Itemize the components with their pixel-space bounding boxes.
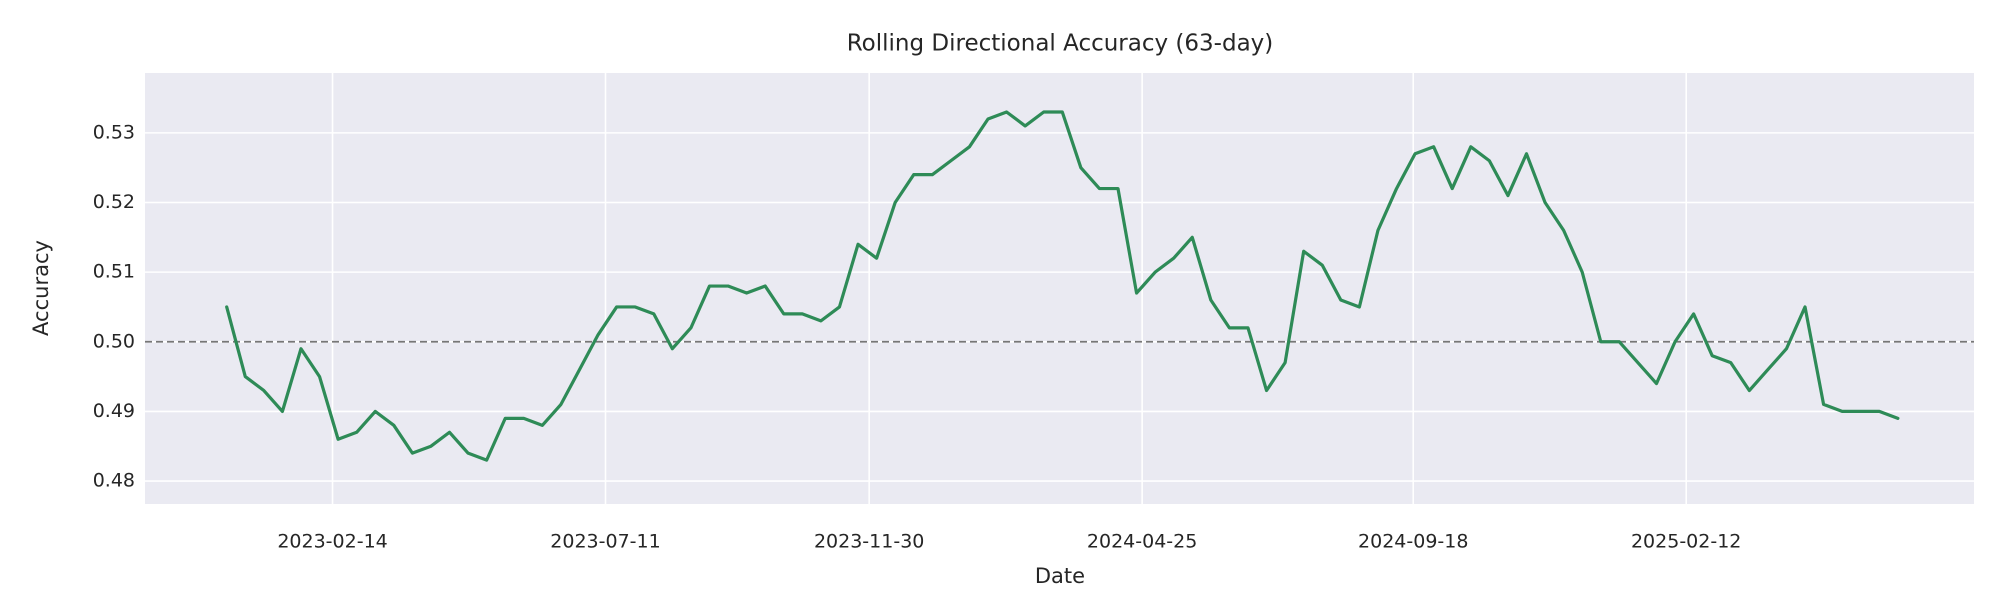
y-tick-label: 0.51 xyxy=(93,261,135,283)
chart-title: Rolling Directional Accuracy (63-day) xyxy=(847,31,1274,57)
x-tick-label: 2023-02-14 xyxy=(277,531,387,553)
plot-background xyxy=(145,73,1974,504)
x-tick-label: 2024-09-18 xyxy=(1358,531,1468,553)
x-tick-label: 2024-04-25 xyxy=(1087,531,1197,553)
x-tick-label: 2025-02-12 xyxy=(1631,531,1741,553)
x-tick-label: 2023-07-11 xyxy=(550,531,660,553)
grid xyxy=(145,73,1974,504)
y-tick-label: 0.52 xyxy=(93,191,135,213)
y-tick-label: 0.48 xyxy=(93,470,135,492)
x-tick-label: 2023-11-30 xyxy=(814,531,924,553)
data-line xyxy=(225,110,1900,462)
y-tick-label: 0.53 xyxy=(93,121,135,143)
x-axis-label: Date xyxy=(1035,564,1085,588)
y-tick-label: 0.50 xyxy=(93,330,135,352)
y-axis-label: Accuracy xyxy=(29,240,53,336)
marks xyxy=(145,110,1974,462)
y-tick-label: 0.49 xyxy=(93,400,135,422)
